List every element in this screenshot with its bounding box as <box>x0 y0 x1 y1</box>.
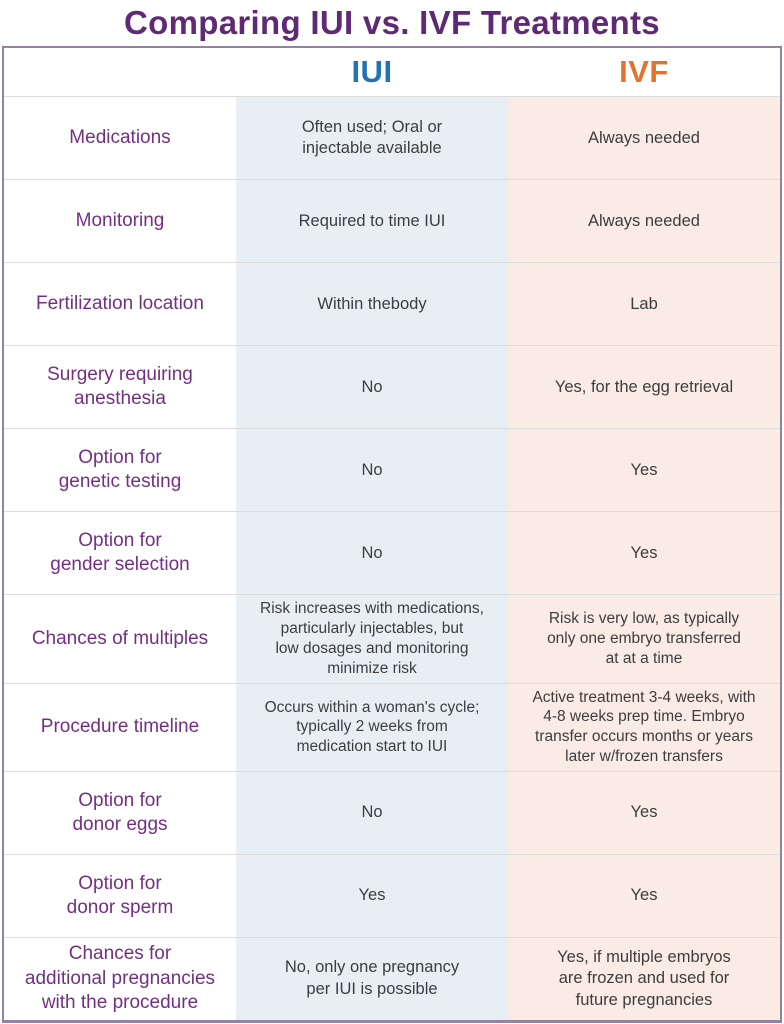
row-label: Fertilization location <box>4 263 236 346</box>
iui-cell: No <box>236 429 508 512</box>
iui-cell: No <box>236 512 508 595</box>
table-row-additional-pregnancies: Chances for additional pregnancies with … <box>4 936 780 1020</box>
row-label: Chances for additional pregnancies with … <box>4 937 236 1020</box>
row-label: Option for gender selection <box>4 512 236 595</box>
row-label: Option for donor eggs <box>4 771 236 854</box>
iui-cell: Often used; Oral or injectable available <box>236 97 508 180</box>
row-label: Surgery requiring anesthesia <box>4 346 236 429</box>
ivf-cell: Always needed <box>508 180 780 263</box>
iui-cell: Within thebody <box>236 263 508 346</box>
table-row-donor-sperm: Option for donor sperm Yes Yes <box>4 853 780 937</box>
ivf-cell: Always needed <box>508 97 780 180</box>
ivf-cell: Lab <box>508 263 780 346</box>
ivf-cell: Yes <box>508 429 780 512</box>
ivf-cell: Yes, if multiple embryos are frozen and … <box>508 937 780 1020</box>
iui-cell: Yes <box>236 854 508 937</box>
table-row-surgery-anesthesia: Surgery requiring anesthesia No Yes, for… <box>4 345 780 429</box>
table-row-monitoring: Monitoring Required to time IUI Always n… <box>4 179 780 263</box>
table-header-row: IUI IVF <box>4 48 780 97</box>
comparison-table: IUI IVF Medications Often used; Oral or … <box>2 46 782 1023</box>
iui-cell: Risk increases with medications, particu… <box>236 595 508 683</box>
table-row-gender-selection: Option for gender selection No Yes <box>4 511 780 595</box>
row-label: Option for donor sperm <box>4 854 236 937</box>
iui-cell: Required to time IUI <box>236 180 508 263</box>
table-row-donor-eggs: Option for donor eggs No Yes <box>4 770 780 854</box>
column-header-iui: IUI <box>236 48 508 97</box>
table-row-fertilization-location: Fertilization location Within thebody La… <box>4 262 780 346</box>
row-label: Procedure timeline <box>4 683 236 771</box>
ivf-cell: Active treatment 3-4 weeks, with 4-8 wee… <box>508 683 780 771</box>
page-title: Comparing IUI vs. IVF Treatments <box>124 4 660 41</box>
table-row-genetic-testing: Option for genetic testing No Yes <box>4 428 780 512</box>
iui-cell: No, only one pregnancy per IUI is possib… <box>236 937 508 1020</box>
header-spacer <box>4 48 236 97</box>
table-row-chances-of-multiples: Chances of multiples Risk increases with… <box>4 594 780 683</box>
table-row-medications: Medications Often used; Oral or injectab… <box>4 96 780 180</box>
row-label: Chances of multiples <box>4 595 236 683</box>
ivf-cell: Yes <box>508 854 780 937</box>
ivf-cell: Risk is very low, as typically only one … <box>508 595 780 683</box>
iui-cell: Occurs within a woman's cycle; typically… <box>236 683 508 771</box>
column-header-ivf: IVF <box>508 48 780 97</box>
table-row-procedure-timeline: Procedure timeline Occurs within a woman… <box>4 682 780 771</box>
ivf-cell: Yes <box>508 512 780 595</box>
iui-cell: No <box>236 771 508 854</box>
ivf-cell: Yes, for the egg retrieval <box>508 346 780 429</box>
row-label: Medications <box>4 97 236 180</box>
row-label: Monitoring <box>4 180 236 263</box>
row-label: Option for genetic testing <box>4 429 236 512</box>
ivf-cell: Yes <box>508 771 780 854</box>
iui-cell: No <box>236 346 508 429</box>
